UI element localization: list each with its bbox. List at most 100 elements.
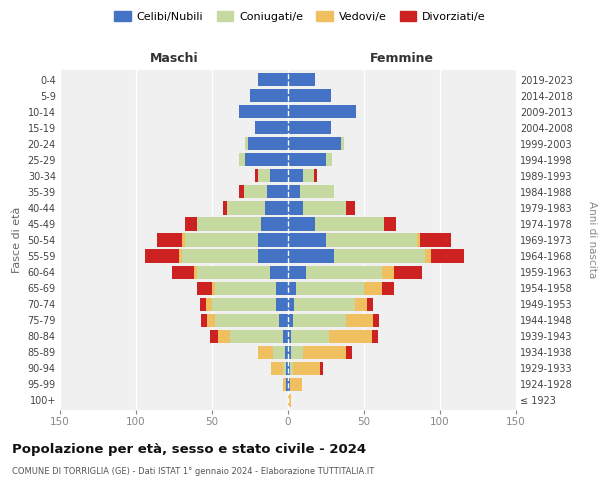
Bar <box>326 153 332 166</box>
Bar <box>212 282 215 294</box>
Bar <box>185 218 197 230</box>
Bar <box>212 298 276 310</box>
Bar <box>223 202 227 214</box>
Bar <box>285 346 288 359</box>
Bar <box>288 362 290 375</box>
Bar <box>288 137 341 150</box>
Bar <box>382 266 394 278</box>
Bar <box>288 282 296 294</box>
Bar <box>182 234 185 246</box>
Bar <box>273 346 285 359</box>
Bar <box>194 266 197 278</box>
Bar <box>303 346 346 359</box>
Bar <box>288 89 331 102</box>
Bar <box>239 186 244 198</box>
Bar <box>355 298 367 310</box>
Bar <box>290 362 293 375</box>
Bar <box>334 250 425 262</box>
Bar <box>288 121 331 134</box>
Bar <box>182 250 257 262</box>
Bar <box>288 298 294 310</box>
Bar <box>179 250 182 262</box>
Bar <box>283 330 288 343</box>
Bar <box>288 153 326 166</box>
Bar <box>316 218 384 230</box>
Bar <box>208 314 215 327</box>
Text: Femmine: Femmine <box>370 52 434 65</box>
Bar <box>300 186 334 198</box>
Bar <box>306 266 382 278</box>
Bar <box>257 346 273 359</box>
Text: COMUNE DI TORRIGLIA (GE) - Dati ISTAT 1° gennaio 2024 - Elaborazione TUTTITALIA.: COMUNE DI TORRIGLIA (GE) - Dati ISTAT 1°… <box>12 468 374 476</box>
Bar <box>265 202 288 214</box>
Bar <box>254 121 288 134</box>
Bar <box>260 218 288 230</box>
Bar <box>293 362 320 375</box>
Bar <box>239 105 288 118</box>
Bar <box>227 202 265 214</box>
Bar <box>288 186 300 198</box>
Bar <box>279 314 288 327</box>
Bar <box>291 330 329 343</box>
Bar <box>346 202 355 214</box>
Bar <box>425 250 431 262</box>
Bar <box>230 330 283 343</box>
Bar <box>270 170 288 182</box>
Bar <box>283 378 286 391</box>
Bar <box>257 73 288 86</box>
Bar <box>288 234 326 246</box>
Bar <box>288 394 291 407</box>
Bar <box>145 250 179 262</box>
Bar <box>288 346 291 359</box>
Bar <box>211 330 218 343</box>
Bar <box>283 362 286 375</box>
Bar <box>172 266 194 278</box>
Bar <box>197 282 212 294</box>
Bar <box>286 362 288 375</box>
Bar <box>288 266 306 278</box>
Y-axis label: Fasce di età: Fasce di età <box>12 207 22 273</box>
Text: Maschi: Maschi <box>149 52 199 65</box>
Bar <box>218 330 230 343</box>
Bar <box>206 298 212 310</box>
Bar <box>288 250 334 262</box>
Bar <box>341 137 344 150</box>
Bar <box>431 250 464 262</box>
Bar <box>257 234 288 246</box>
Bar <box>197 266 270 278</box>
Bar <box>250 89 288 102</box>
Text: Anni di nascita: Anni di nascita <box>587 202 597 278</box>
Bar <box>157 234 182 246</box>
Bar <box>254 170 257 182</box>
Bar <box>394 266 422 278</box>
Bar <box>293 314 346 327</box>
Bar <box>384 218 396 230</box>
Legend: Celibi/Nubili, Coniugati/e, Vedovi/e, Divorziati/e: Celibi/Nubili, Coniugati/e, Vedovi/e, Di… <box>111 8 489 25</box>
Bar <box>290 378 302 391</box>
Bar <box>215 282 276 294</box>
Bar <box>202 314 208 327</box>
Bar <box>245 153 288 166</box>
Bar <box>288 378 290 391</box>
Bar <box>294 298 355 310</box>
Bar <box>329 330 371 343</box>
Bar <box>296 282 364 294</box>
Text: Popolazione per età, sesso e stato civile - 2024: Popolazione per età, sesso e stato civil… <box>12 442 366 456</box>
Bar <box>270 266 288 278</box>
Bar <box>288 330 291 343</box>
Bar <box>200 298 206 310</box>
Bar <box>288 202 303 214</box>
Bar <box>288 73 316 86</box>
Bar <box>248 137 288 150</box>
Bar <box>185 234 257 246</box>
Bar <box>367 298 373 310</box>
Bar <box>346 314 373 327</box>
Bar <box>288 314 293 327</box>
Bar <box>276 282 288 294</box>
Bar <box>291 346 303 359</box>
Bar <box>288 105 356 118</box>
Bar <box>364 282 382 294</box>
Bar <box>346 346 352 359</box>
Bar <box>371 330 377 343</box>
Bar <box>320 362 323 375</box>
